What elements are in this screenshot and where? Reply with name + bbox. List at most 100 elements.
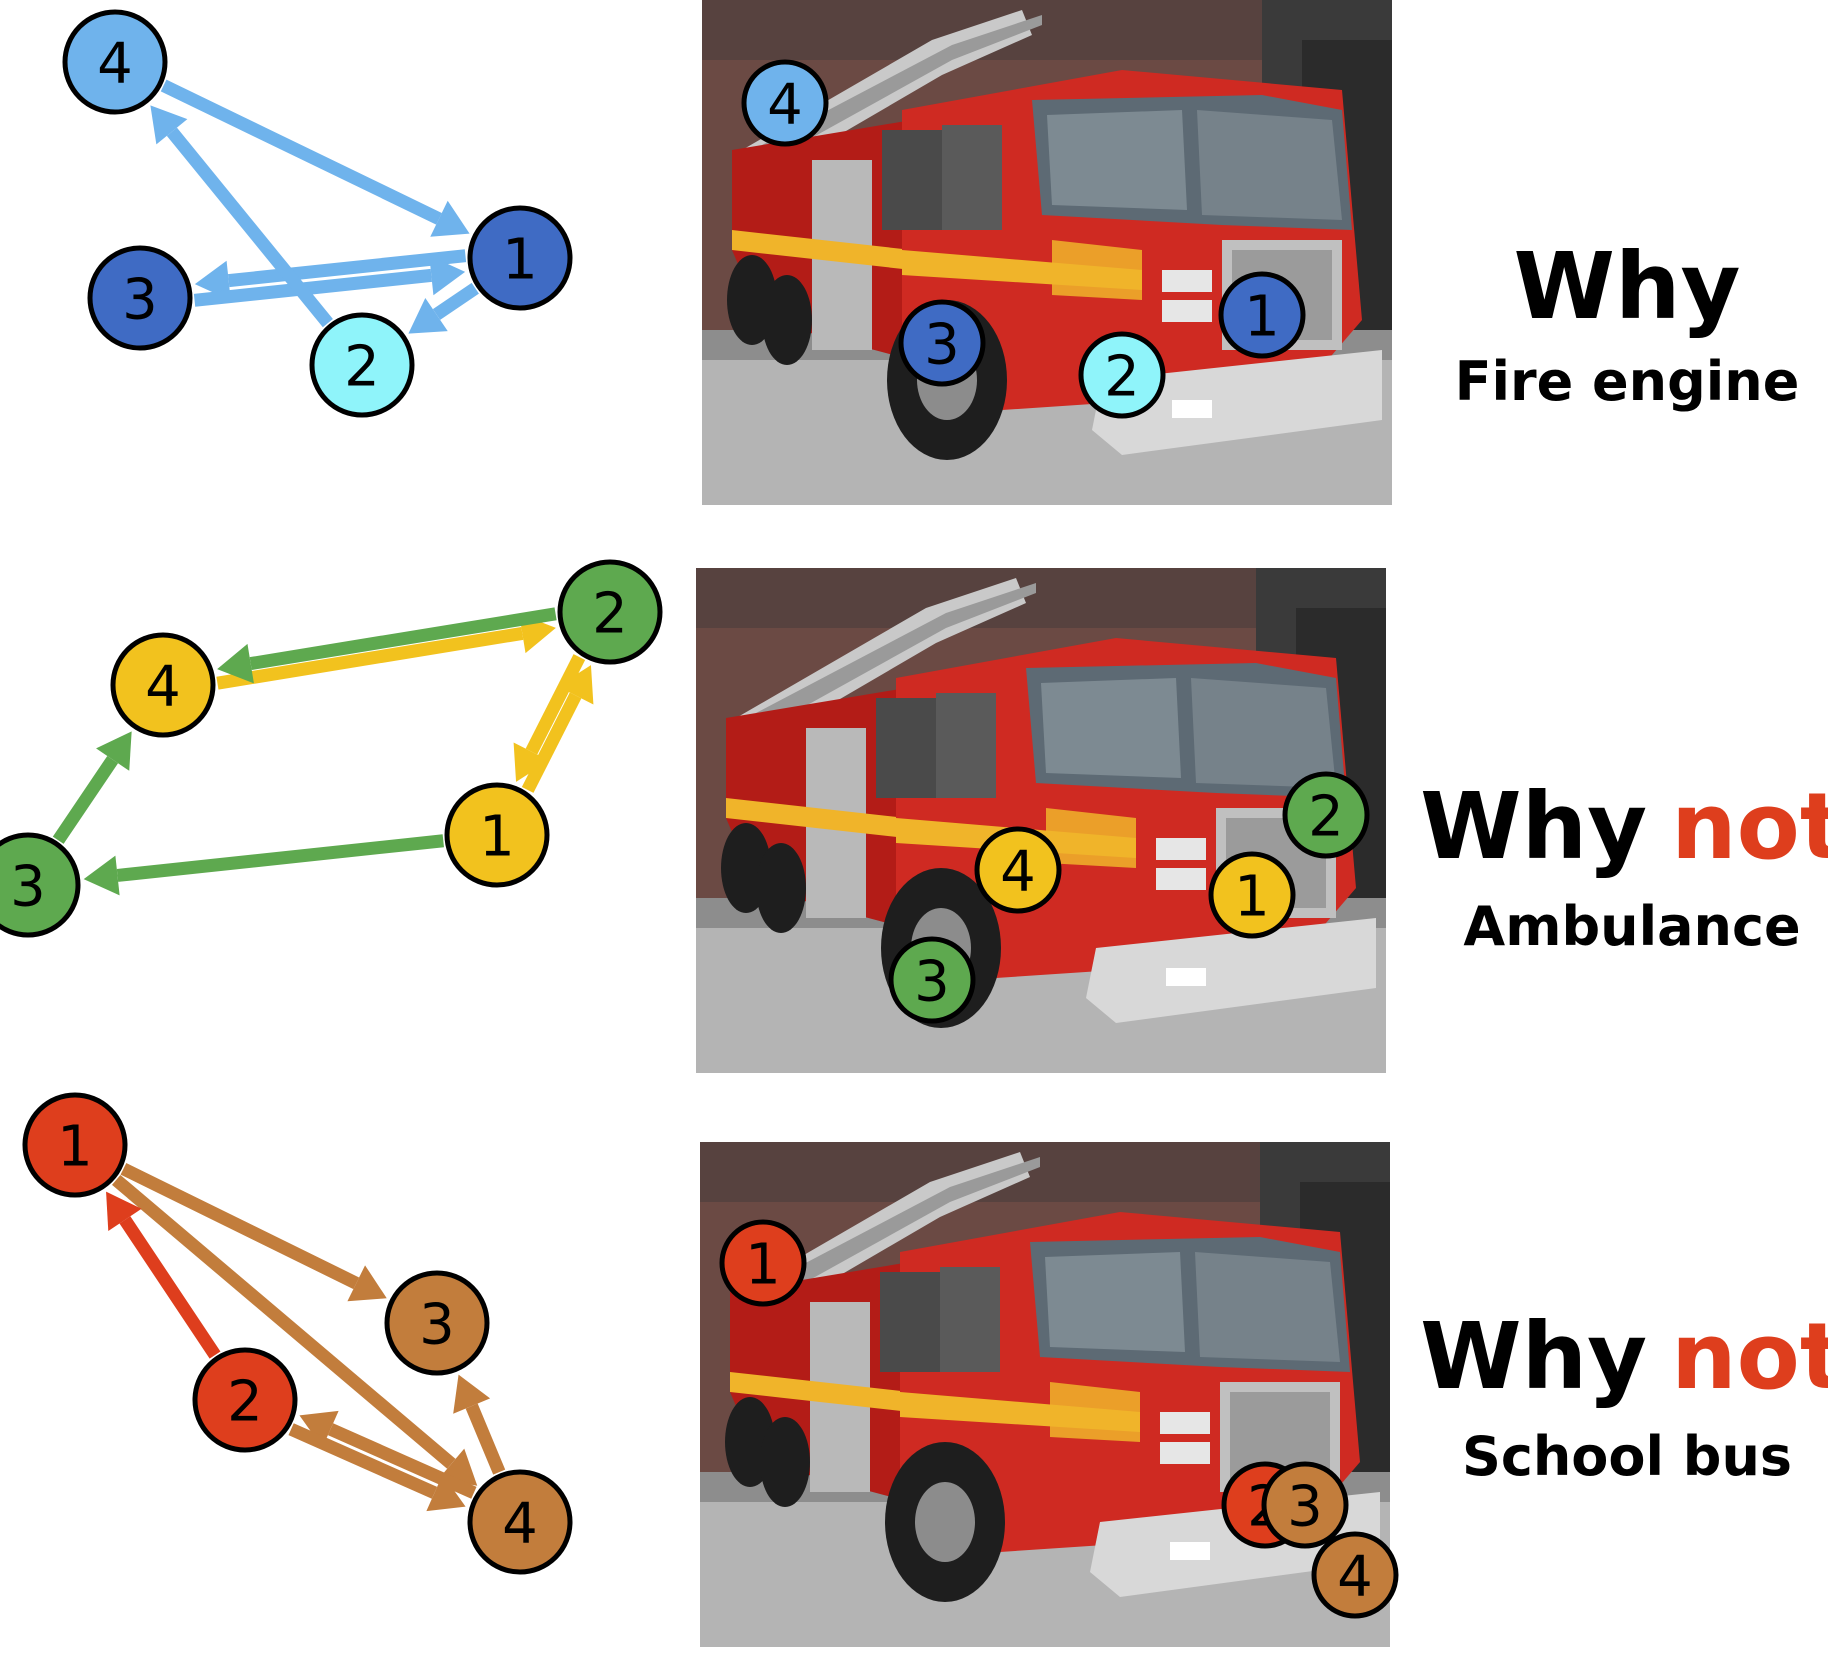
- graph-arrow-1-to-2: [521, 665, 594, 793]
- graph-arrow-2-to-4: [150, 105, 333, 328]
- arrow-shaft: [166, 127, 333, 328]
- graph-arrow-1-to-3: [194, 249, 467, 301]
- node-circle: [110, 632, 216, 738]
- photo-ambulance: [696, 568, 1386, 1073]
- graph-nodes: 4 1 3 2 2 4 1 3 1 3 2 4: [0, 9, 663, 1575]
- caption-class: Fire engine: [1455, 350, 1800, 413]
- arrow-head: [299, 1410, 339, 1448]
- node-circle: [87, 245, 193, 351]
- arrow-head: [408, 297, 448, 334]
- node-circle: [0, 832, 81, 938]
- node-label: 4: [1000, 840, 1036, 905]
- node-label: 2: [1104, 345, 1140, 410]
- photo-node-1: 1: [1208, 851, 1296, 939]
- arrow-shaft: [119, 1216, 221, 1359]
- node-label: 4: [97, 32, 133, 97]
- node-circle: [557, 559, 663, 665]
- graph-arrow-1-to-2: [408, 282, 479, 334]
- node-label: 1: [502, 228, 538, 293]
- arrow-head: [194, 260, 231, 301]
- node-label: 3: [419, 1293, 455, 1358]
- graph-node-3: 3: [87, 245, 193, 351]
- arrow-shaft: [465, 1403, 506, 1475]
- node-label: 1: [745, 1233, 781, 1298]
- arrow-shaft: [216, 626, 524, 690]
- node-label: 4: [1337, 1545, 1373, 1610]
- arrow-shaft: [160, 79, 442, 225]
- node-circle: [309, 312, 415, 418]
- arrow-head: [426, 1474, 466, 1512]
- caption-not-word: not: [1671, 1303, 1828, 1410]
- caption-fire-engine: Why Fire engine: [1455, 233, 1800, 413]
- arrow-head: [83, 855, 120, 896]
- arrow-shaft: [327, 1423, 477, 1499]
- graph-node-1: 1: [467, 205, 573, 311]
- node-circle: [62, 9, 168, 115]
- caption-why-not: Why not: [1420, 773, 1828, 880]
- photo-node-4: 4: [741, 59, 829, 147]
- node-circle: [1311, 1531, 1399, 1619]
- arrow-head: [150, 105, 188, 145]
- graph-edges: [52, 79, 594, 1512]
- photo-node-3: 3: [888, 936, 976, 1024]
- graph-arrow-2-to-4: [288, 1423, 466, 1512]
- caption-not-word: not: [1671, 773, 1828, 880]
- graph-node-4: 4: [467, 1469, 573, 1575]
- graph-arrow-2-to-1: [513, 654, 586, 782]
- graph-arrow-2-to-1: [106, 1191, 221, 1359]
- photo-node-1: 1: [1218, 271, 1306, 359]
- caption-why-word: Why: [1420, 773, 1647, 880]
- caption-ambulance: Why not Ambulance: [1420, 773, 1828, 958]
- graph-arrow-1-to-3: [83, 834, 444, 896]
- graph-arrow-2-to-4: [217, 607, 557, 684]
- arrow-shaft: [112, 1174, 456, 1469]
- node-circle: [22, 1092, 128, 1198]
- node-circle: [467, 205, 573, 311]
- node-circle: [1208, 851, 1296, 939]
- graph-node-4: 4: [110, 632, 216, 738]
- node-label: 2: [344, 335, 380, 400]
- arrow-shaft: [525, 654, 586, 755]
- node-label: 2: [227, 1370, 263, 1435]
- node-label: 3: [924, 313, 960, 378]
- node-label: 3: [1287, 1475, 1323, 1540]
- graph-arrow-4-to-2: [299, 1410, 477, 1499]
- graph-arrow-1-to-3: [120, 1162, 387, 1302]
- arrow-shaft: [288, 1423, 438, 1499]
- graph-node-1: 1: [22, 1092, 128, 1198]
- node-circle: [741, 59, 829, 147]
- arrow-head: [513, 742, 550, 782]
- node-circle: [898, 299, 986, 387]
- photo-node-4: 4: [1311, 1531, 1399, 1619]
- node-label: 1: [1234, 865, 1270, 930]
- caption-why: Why: [1514, 233, 1741, 340]
- caption-class: School bus: [1462, 1425, 1792, 1488]
- photo-node-4: 4: [974, 826, 1062, 914]
- arrow-shaft: [432, 282, 479, 320]
- arrow-shaft: [193, 268, 433, 307]
- arrow-head: [429, 255, 466, 296]
- node-label: 4: [502, 1492, 538, 1557]
- caption-class: Ambulance: [1463, 895, 1800, 958]
- node-label: 3: [914, 950, 950, 1015]
- node-circle: [467, 1469, 573, 1575]
- node-label: 3: [10, 855, 46, 920]
- photo-node-1: 1: [719, 1219, 807, 1307]
- node-label: 2: [592, 582, 628, 647]
- arrow-head: [217, 643, 254, 684]
- node-circle: [1282, 771, 1370, 859]
- arrow-shaft: [52, 755, 119, 844]
- arrow-shaft: [116, 834, 444, 882]
- caption-why-word: Why: [1420, 1303, 1647, 1410]
- arrow-shaft: [120, 1162, 360, 1290]
- arrow-head: [453, 1374, 491, 1414]
- photo-node-2: 2: [1078, 331, 1166, 419]
- arrow-head: [106, 1191, 142, 1231]
- graph-node-3: 3: [384, 1270, 490, 1376]
- node-label: 2: [1308, 785, 1344, 850]
- caption-why-word: Why: [1514, 233, 1741, 340]
- arrow-shaft: [521, 692, 582, 793]
- photo-school-bus: [700, 1142, 1390, 1647]
- node-label: 1: [57, 1115, 93, 1180]
